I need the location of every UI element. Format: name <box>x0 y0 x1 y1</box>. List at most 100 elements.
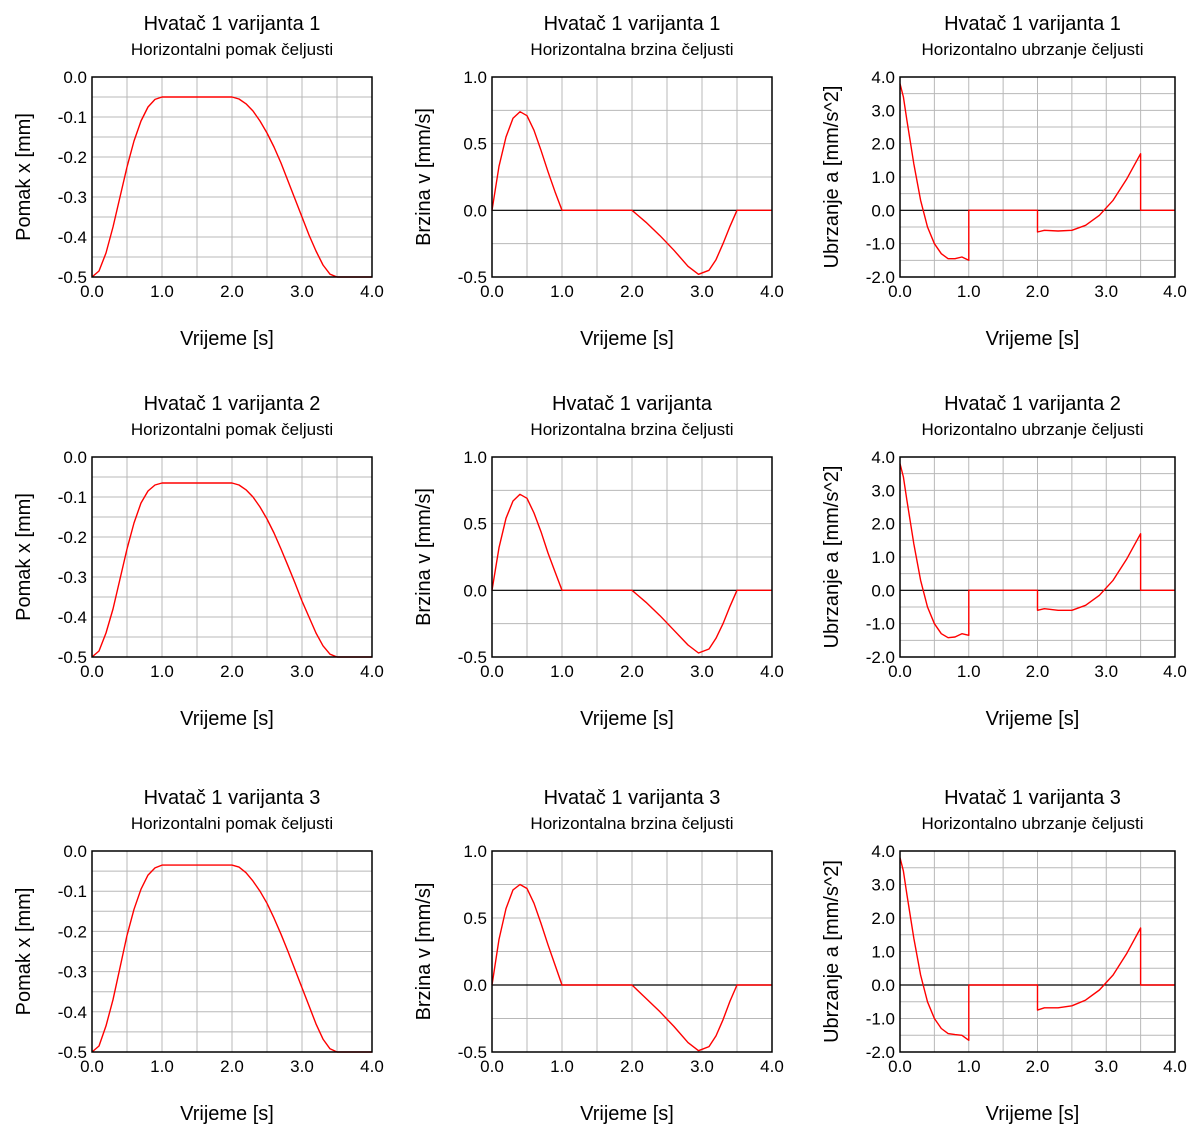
y-tick-label: 0.5 <box>463 135 487 154</box>
series-line <box>491 493 772 654</box>
y-axis-label: Pomak x [mm] <box>13 888 35 1016</box>
y-tick-label: 0.0 <box>463 201 487 220</box>
series-line <box>91 482 372 658</box>
y-tick-label: -0.5 <box>58 648 87 667</box>
y-tick-label: 1.0 <box>871 168 895 187</box>
x-tick-label: 3.0 <box>290 1057 314 1076</box>
y-tick-label: 0.5 <box>463 515 487 534</box>
y-tick-label: -0.2 <box>58 148 87 167</box>
chart-title: Hvatač 1 varijanta 1 <box>944 13 1121 35</box>
y-tick-label: 0.0 <box>63 448 87 467</box>
chart-title: Hvatač 1 varijanta 1 <box>544 13 721 35</box>
x-tick-label: 2.0 <box>620 662 644 681</box>
y-tick-label: -0.1 <box>58 488 87 507</box>
y-tick-label: -0.4 <box>58 608 87 627</box>
chart-subtitle: Horizontalno ubrzanje čeljusti <box>921 420 1143 439</box>
x-tick-label: 0.0 <box>888 282 912 301</box>
y-tick-label: -0.4 <box>58 1003 87 1022</box>
chart-title: Hvatač 1 varijanta 1 <box>144 13 321 35</box>
grid-lines <box>92 77 372 277</box>
plot-frame <box>899 456 1176 658</box>
x-tick-label: 1.0 <box>550 282 574 301</box>
y-tick-label: 0.0 <box>63 842 87 861</box>
y-tick-label: 0.0 <box>463 976 487 995</box>
y-tick-label: 0.5 <box>463 909 487 928</box>
x-tick-label: 0.0 <box>888 662 912 681</box>
x-tick-label: 2.0 <box>1026 282 1050 301</box>
y-tick-label: 1.0 <box>463 68 487 87</box>
y-tick-label: -0.5 <box>58 268 87 287</box>
series-line <box>91 864 372 1053</box>
chart-title: Hvatač 1 varijanta 2 <box>944 393 1121 415</box>
y-tick-label: 0.0 <box>871 976 895 995</box>
chart-subtitle: Horizontalno ubrzanje čeljusti <box>921 814 1143 833</box>
y-tick-label: 1.0 <box>871 548 895 567</box>
y-tick-label: -0.3 <box>58 188 87 207</box>
x-tick-label: 2.0 <box>220 662 244 681</box>
y-axis-label: Pomak x [mm] <box>13 113 35 241</box>
y-axis-label: Brzina v [mm/s] <box>413 488 435 626</box>
plot-frame <box>91 850 373 1053</box>
y-tick-label: -0.1 <box>58 882 87 901</box>
y-tick-label: -0.4 <box>58 228 87 247</box>
y-tick-label: 3.0 <box>871 101 895 120</box>
chart-title: Hvatač 1 varijanta 2 <box>144 393 321 415</box>
x-tick-label: 4.0 <box>760 282 784 301</box>
plot-frame <box>491 850 773 1053</box>
x-tick-label: 3.0 <box>1094 1057 1118 1076</box>
plot-frame <box>491 456 773 658</box>
x-axis-label: Vrijeme [s] <box>180 708 274 730</box>
y-tick-label: -2.0 <box>866 268 895 287</box>
x-tick-label: 0.0 <box>80 662 104 681</box>
x-tick-label: 0.0 <box>480 1057 504 1076</box>
series-line <box>899 463 1175 639</box>
y-tick-label: 4.0 <box>871 448 895 467</box>
y-axis-label: Ubrzanje a [mm/s^2] <box>821 860 843 1043</box>
chart-subtitle: Horizontalna brzina čeljusti <box>530 420 733 439</box>
y-tick-label: 1.0 <box>463 448 487 467</box>
y-tick-label: -0.5 <box>458 1043 487 1062</box>
x-tick-label: 4.0 <box>760 1057 784 1076</box>
y-tick-label: 0.0 <box>63 68 87 87</box>
grid-lines <box>92 457 372 657</box>
series-line <box>91 96 372 278</box>
x-axis-label: Vrijeme [s] <box>180 328 274 350</box>
x-tick-label: 2.0 <box>620 1057 644 1076</box>
x-tick-label: 1.0 <box>957 662 981 681</box>
series-line <box>491 111 772 275</box>
x-tick-label: 1.0 <box>550 1057 574 1076</box>
x-tick-label: 4.0 <box>360 282 384 301</box>
x-tick-label: 0.0 <box>80 282 104 301</box>
y-tick-label: -2.0 <box>866 1043 895 1062</box>
chart-subtitle: Horizontalni pomak čeljusti <box>131 814 333 833</box>
y-tick-label: -2.0 <box>866 648 895 667</box>
chart-subtitle: Horizontalno ubrzanje čeljusti <box>921 40 1143 59</box>
chart-subtitle: Horizontalna brzina čeljusti <box>530 40 733 59</box>
y-axis-label: Ubrzanje a [mm/s^2] <box>821 86 843 269</box>
x-tick-label: 0.0 <box>80 1057 104 1076</box>
y-tick-label: 0.0 <box>871 201 895 220</box>
y-axis-label: Ubrzanje a [mm/s^2] <box>821 466 843 649</box>
x-axis-label: Vrijeme [s] <box>986 328 1080 350</box>
x-tick-label: 4.0 <box>760 662 784 681</box>
y-tick-label: 3.0 <box>871 481 895 500</box>
plot-frame <box>91 456 373 658</box>
chart-subtitle: Horizontalni pomak čeljusti <box>131 40 333 59</box>
y-tick-label: 0.0 <box>463 581 487 600</box>
y-tick-label: 0.0 <box>871 581 895 600</box>
plot-frame <box>899 850 1176 1053</box>
plot-frame <box>899 76 1176 278</box>
y-tick-label: 1.0 <box>871 943 895 962</box>
y-tick-label: -1.0 <box>866 1010 895 1029</box>
x-tick-label: 1.0 <box>150 282 174 301</box>
y-axis-label: Brzina v [mm/s] <box>413 108 435 246</box>
y-tick-label: 2.0 <box>871 515 895 534</box>
chart-subtitle: Horizontalni pomak čeljusti <box>131 420 333 439</box>
chart-panel-3: 0.0 1.0 2.0 3.0 4.0 4.0 3.0 2.0 1.0 0.0 -1.0 -2.0 Hv… <box>821 13 1187 350</box>
y-tick-label: -0.2 <box>58 528 87 547</box>
x-tick-label: 2.0 <box>1026 1057 1050 1076</box>
y-tick-label: -1.0 <box>866 235 895 254</box>
x-tick-label: 3.0 <box>690 662 714 681</box>
